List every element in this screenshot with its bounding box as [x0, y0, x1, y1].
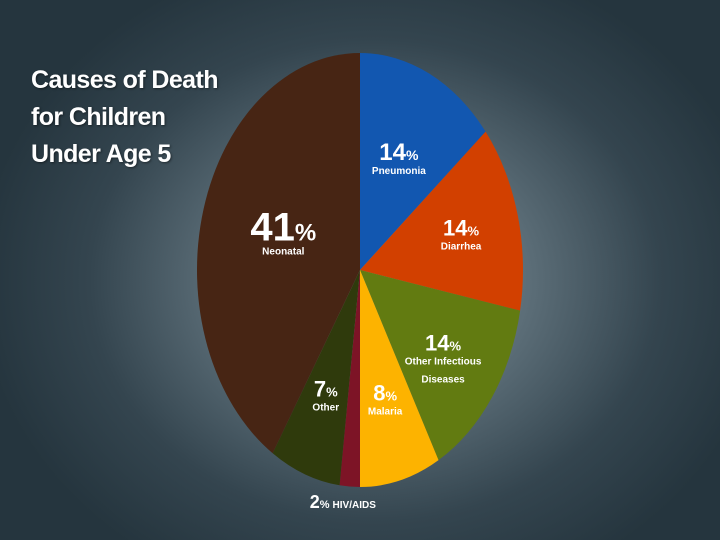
- pie-slice-diarrhea: [360, 131, 523, 311]
- pie-slice-malaria: [360, 270, 439, 487]
- chart-title: Causes of Death for Children Under Age 5: [31, 62, 231, 173]
- slice-label-other: 7%Other: [312, 377, 339, 414]
- slice-value-malaria: 8%: [373, 380, 397, 405]
- slice-value-hiv-aids: 2% HIV/AIDS: [310, 492, 376, 512]
- slice-value-diarrhea: 14%: [443, 215, 479, 240]
- slice-name-other: Other: [312, 403, 339, 414]
- slice-name-other-infectious-diseases: Other Infectious Diseases: [405, 356, 482, 385]
- slice-label-neonatal: 41%Neonatal: [250, 205, 316, 257]
- slice-value-other: 7%: [314, 377, 338, 402]
- slice-value-other-infectious-diseases: 14%: [425, 330, 461, 355]
- pie-slice-pneumonia: [360, 53, 486, 270]
- slice-value-pneumonia: 14%: [379, 139, 419, 166]
- slice-value-neonatal: 41%: [250, 205, 316, 249]
- pie-slice-other: [272, 270, 360, 486]
- slice-name-neonatal: Neonatal: [262, 246, 304, 257]
- chart-title-line-3: Under Age 5: [31, 140, 171, 168]
- slice-name-pneumonia: Pneumonia: [372, 166, 426, 177]
- slice-label-hiv-aids: 2% HIV/AIDS: [310, 492, 376, 512]
- chart-title-line-2: for Children: [31, 103, 166, 131]
- chart-title-line-1: Causes of Death: [31, 66, 218, 94]
- slice-name-diarrhea: Diarrhea: [441, 241, 482, 252]
- slice-label-pneumonia: 14%Pneumonia: [372, 139, 426, 177]
- pie-slice-neonatal: [197, 52, 360, 454]
- slice-name-malaria: Malaria: [368, 406, 403, 417]
- pie-slice-other-infectious-diseases: [360, 270, 521, 461]
- slice-label-diarrhea: 14%Diarrhea: [441, 215, 482, 252]
- slice-label-malaria: 8%Malaria: [368, 380, 403, 417]
- pie-slice-hiv-aids: [339, 270, 360, 487]
- slice-label-other-infectious-diseases: 14%Other Infectious Diseases: [405, 330, 482, 385]
